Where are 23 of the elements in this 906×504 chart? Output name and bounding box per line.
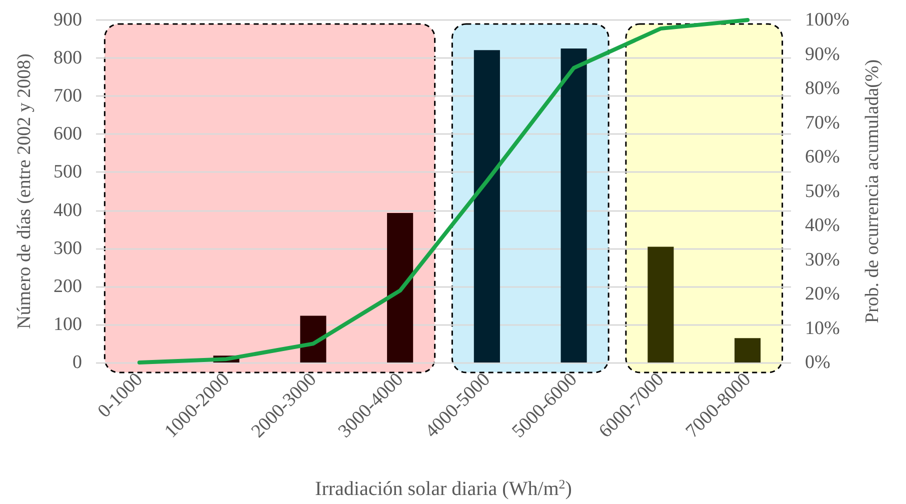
y-tick-label: 500 bbox=[54, 162, 82, 183]
y2-tick-label: 70% bbox=[805, 112, 840, 134]
y2-tick-label: 30% bbox=[805, 249, 840, 270]
y2-tick-label: 0% bbox=[805, 352, 830, 373]
y-tick-label: 0 bbox=[72, 352, 82, 373]
y-tick-label: 100 bbox=[54, 314, 82, 335]
y2-tick-label: 20% bbox=[805, 284, 840, 304]
y2-tick-label: 40% bbox=[805, 215, 840, 236]
y2-tick-label: 10% bbox=[805, 318, 840, 339]
y2-tick-label: 60% bbox=[805, 146, 840, 168]
y-tick-label: 600 bbox=[54, 124, 82, 145]
y2-tick-label: 90% bbox=[805, 44, 840, 65]
y-tick-label: 800 bbox=[54, 48, 82, 69]
y-tick-label: 400 bbox=[54, 200, 82, 221]
y-axis-title: Número de días (entre 2002 y 2008) bbox=[14, 54, 35, 329]
y2-tick-label: 50% bbox=[805, 180, 840, 202]
y-tick-label: 700 bbox=[54, 86, 82, 107]
y-tick-label: 200 bbox=[54, 276, 82, 297]
y-tick-label: 300 bbox=[54, 238, 82, 259]
y2-axis-title: Prob. de ocurrencia acumulada(%) bbox=[862, 59, 883, 324]
y2-tick-label: 100% bbox=[805, 10, 850, 30]
y2-tick-label: 80% bbox=[805, 78, 840, 99]
y-tick-label: 900 bbox=[54, 10, 82, 30]
